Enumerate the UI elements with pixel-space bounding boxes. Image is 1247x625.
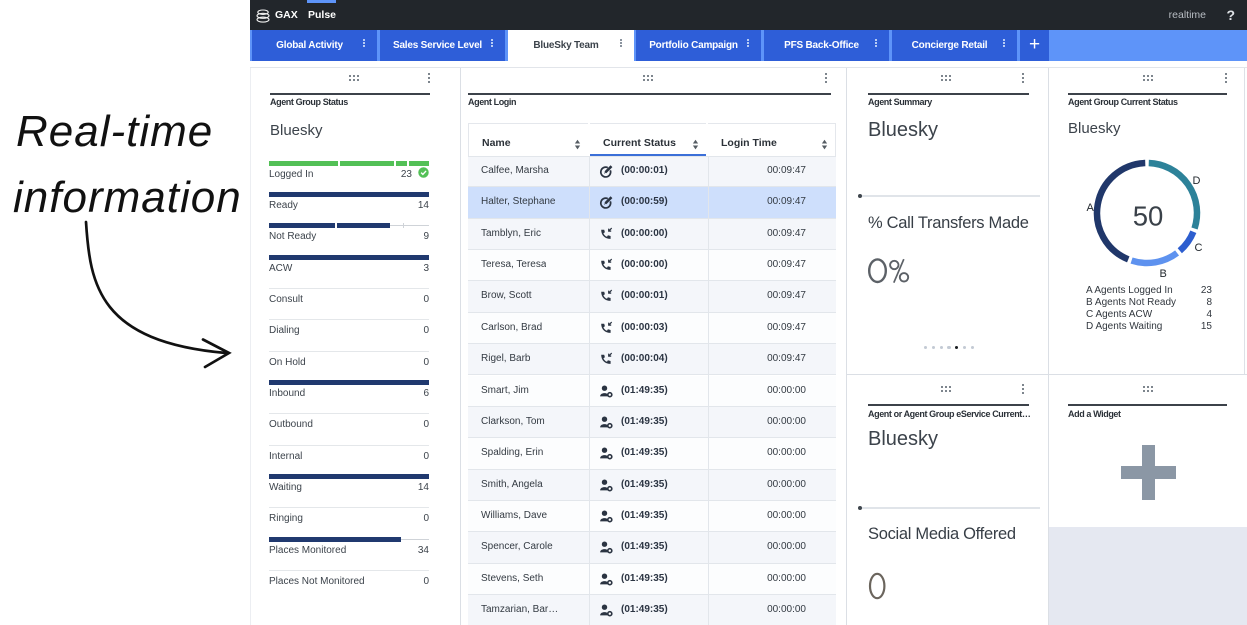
- svg-text:information: information: [13, 173, 242, 222]
- svg-text:Real-time: Real-time: [16, 107, 213, 156]
- svg-text:50: 50: [1133, 201, 1164, 232]
